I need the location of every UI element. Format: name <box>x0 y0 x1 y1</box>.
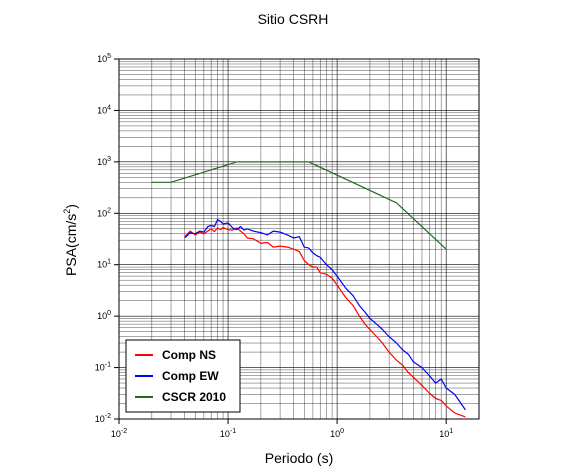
series-line-2 <box>184 219 466 411</box>
x-tick-label: 101 <box>439 428 453 439</box>
y-tick-label: 100 <box>97 310 111 321</box>
x-axis-ticks: 10-2 10-1 100 101 <box>111 419 453 439</box>
y-tick-label: 102 <box>97 207 111 218</box>
y-axis-label-text: PSA(cm/s <box>63 214 79 276</box>
x-tick-label: 100 <box>330 428 344 439</box>
y-tick-label: 10-1 <box>95 362 111 373</box>
y-tick-label: 101 <box>97 259 111 270</box>
y-axis-ticks: 10-2 10-1 100 101 102 103 104 105 <box>95 53 119 424</box>
series-line-3 <box>151 161 447 250</box>
legend-label-1: Comp NS <box>162 348 216 362</box>
y-tick-label: 104 <box>97 104 111 115</box>
plot-frame <box>118 58 480 420</box>
y-axis-label-exponent: 2 <box>62 209 72 214</box>
y-tick-label: 103 <box>97 156 111 167</box>
legend: Comp NS Comp EW CSCR 2010 <box>125 339 241 413</box>
series-line-1 <box>184 226 466 418</box>
chart-title: Sitio CSRH <box>258 11 329 27</box>
y-tick-label: 10-2 <box>95 413 111 424</box>
y-axis-label-close: ) <box>63 204 79 209</box>
y-axis-label: PSA(cm/s2) <box>62 204 79 276</box>
x-tick-label: 10-2 <box>111 428 127 439</box>
y-tick-label: 105 <box>97 53 111 64</box>
x-axis-label: Periodo (s) <box>265 450 333 466</box>
legend-label-2: Comp EW <box>162 369 219 383</box>
legend-label-3: CSCR 2010 <box>162 390 226 404</box>
plot-area <box>151 161 466 418</box>
x-tick-label: 10-1 <box>220 428 236 439</box>
